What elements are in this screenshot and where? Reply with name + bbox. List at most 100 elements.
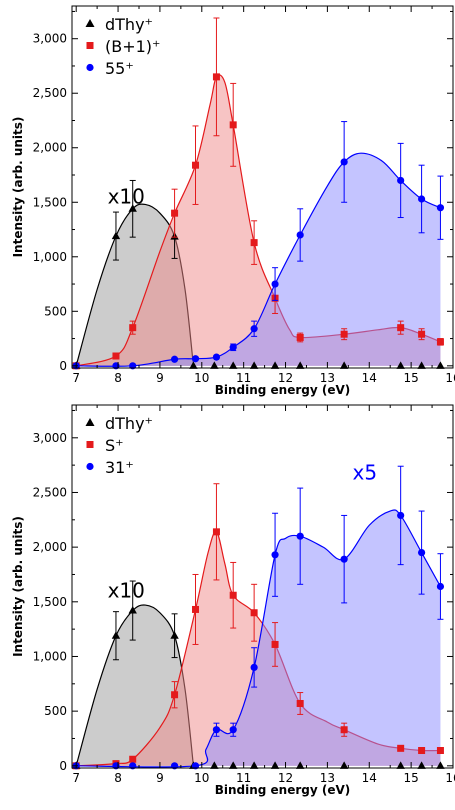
data-point-square — [418, 747, 426, 755]
y-axis-title: Intensity (arb. units) — [11, 516, 25, 657]
legend-label: dThy⁺ — [105, 414, 153, 433]
legend-label: 55⁺ — [105, 59, 134, 78]
x-tick-label: 10 — [194, 771, 209, 785]
data-point-triangle — [396, 761, 405, 769]
data-point-triangle — [210, 361, 219, 369]
data-point-square — [296, 333, 304, 341]
legend-marker-circle — [86, 63, 94, 72]
data-point-square — [436, 747, 444, 755]
series-area-3 — [76, 509, 441, 768]
data-point-square — [436, 338, 444, 346]
data-point-triangle — [436, 761, 445, 769]
data-point-square — [250, 609, 258, 617]
y-tick-label: 3,000 — [33, 32, 67, 46]
x-tick-label: 10 — [194, 371, 209, 385]
x-tick-label: 13 — [320, 371, 335, 385]
legend-marker-square — [86, 42, 94, 49]
y-tick-label: 2,000 — [33, 141, 67, 155]
data-point-square — [129, 755, 137, 763]
x-tick-label: 13 — [320, 771, 335, 785]
x-tick-label: 15 — [403, 371, 418, 385]
data-point-triangle — [210, 761, 219, 769]
data-point-triangle — [339, 361, 349, 369]
chart-panel-2: 7 8 9 10 11 12 13 14 15 16 0 500 1,000 1,500 2,000 2,50… — [11, 404, 455, 797]
x-tick-label: 8 — [114, 371, 122, 385]
x-tick-label: 11 — [236, 371, 251, 385]
data-point-circle — [229, 343, 237, 351]
data-point-circle — [417, 549, 426, 557]
x-tick-label: 15 — [403, 771, 418, 785]
y-axis-title: Intensity (arb. units) — [11, 117, 25, 258]
data-point-circle — [436, 204, 445, 212]
data-point-square — [192, 161, 200, 169]
legend-label: (B+1)⁺ — [105, 37, 161, 56]
legend-marker-triangle — [85, 418, 95, 426]
x-tick-label: 16 — [445, 371, 455, 385]
data-point-circle — [296, 231, 304, 239]
y-tick-label: 2,000 — [33, 540, 67, 554]
legend: dThy⁺ (B+1)⁺ 55⁺ — [85, 15, 161, 78]
data-point-triangle — [436, 361, 445, 369]
data-point-square — [171, 209, 179, 217]
legend-label: S⁺ — [105, 436, 124, 455]
data-point-triangle — [111, 631, 121, 639]
data-point-circle — [340, 158, 348, 166]
data-point-square — [212, 528, 220, 536]
data-point-circle — [340, 555, 348, 563]
data-point-circle — [250, 325, 258, 333]
annotation-text: x5 — [353, 460, 378, 484]
data-point-square — [296, 699, 304, 707]
data-point-square — [229, 591, 237, 599]
data-point-circle — [397, 511, 405, 520]
data-point-triangle — [417, 761, 426, 769]
data-point-triangle — [228, 361, 238, 369]
data-point-circle — [271, 551, 279, 559]
x-tick-label: 14 — [362, 771, 377, 785]
x-axis-title: Binding energy (eV) — [215, 383, 351, 397]
x-tick-label: 12 — [278, 371, 293, 385]
y-tick-label: 0 — [59, 759, 67, 773]
data-point-circle — [271, 280, 279, 288]
x-tick-label: 14 — [362, 371, 377, 385]
annotation-text: x10 — [108, 184, 145, 208]
data-point-triangle — [189, 361, 198, 369]
data-point-circle — [191, 355, 200, 363]
legend-marker-triangle — [85, 19, 95, 27]
data-point-triangle — [228, 761, 238, 769]
legend-label: 31⁺ — [105, 458, 134, 477]
data-point-circle — [296, 532, 304, 540]
x-tick-label: 8 — [114, 771, 122, 785]
plot-frame — [71, 404, 454, 769]
data-point-circle — [212, 353, 221, 361]
data-point-triangle — [295, 361, 305, 369]
data-point-square — [397, 324, 405, 332]
x-tick-label: 7 — [72, 771, 80, 785]
annotation-text: x10 — [108, 578, 145, 602]
x-tick-label: 9 — [156, 771, 164, 785]
data-point-triangle — [270, 361, 280, 369]
series-area-3 — [76, 153, 441, 367]
data-point-square — [250, 239, 258, 247]
series-line-3 — [76, 152, 441, 367]
data-point-square — [229, 121, 237, 129]
data-point-triangle — [170, 631, 179, 639]
data-point-triangle — [128, 606, 137, 614]
data-point-circle — [250, 663, 258, 672]
data-point-square — [271, 640, 279, 648]
series-area-2 — [76, 74, 441, 366]
legend-label: dThy⁺ — [105, 15, 153, 34]
legend-marker-square — [86, 441, 94, 448]
plot-frame — [71, 5, 454, 369]
data-point-square — [171, 691, 179, 699]
legend-marker-circle — [86, 462, 94, 471]
y-tick-label: 1,000 — [33, 649, 67, 663]
y-tick-label: 0 — [59, 359, 67, 373]
data-point-square — [340, 726, 348, 734]
data-point-square — [397, 744, 405, 752]
data-point-circle — [212, 726, 221, 734]
data-point-triangle — [111, 231, 121, 240]
data-point-square — [129, 324, 137, 332]
data-point-circle — [170, 355, 179, 363]
x-tick-label: 9 — [156, 371, 164, 385]
data-point-square — [340, 330, 348, 338]
